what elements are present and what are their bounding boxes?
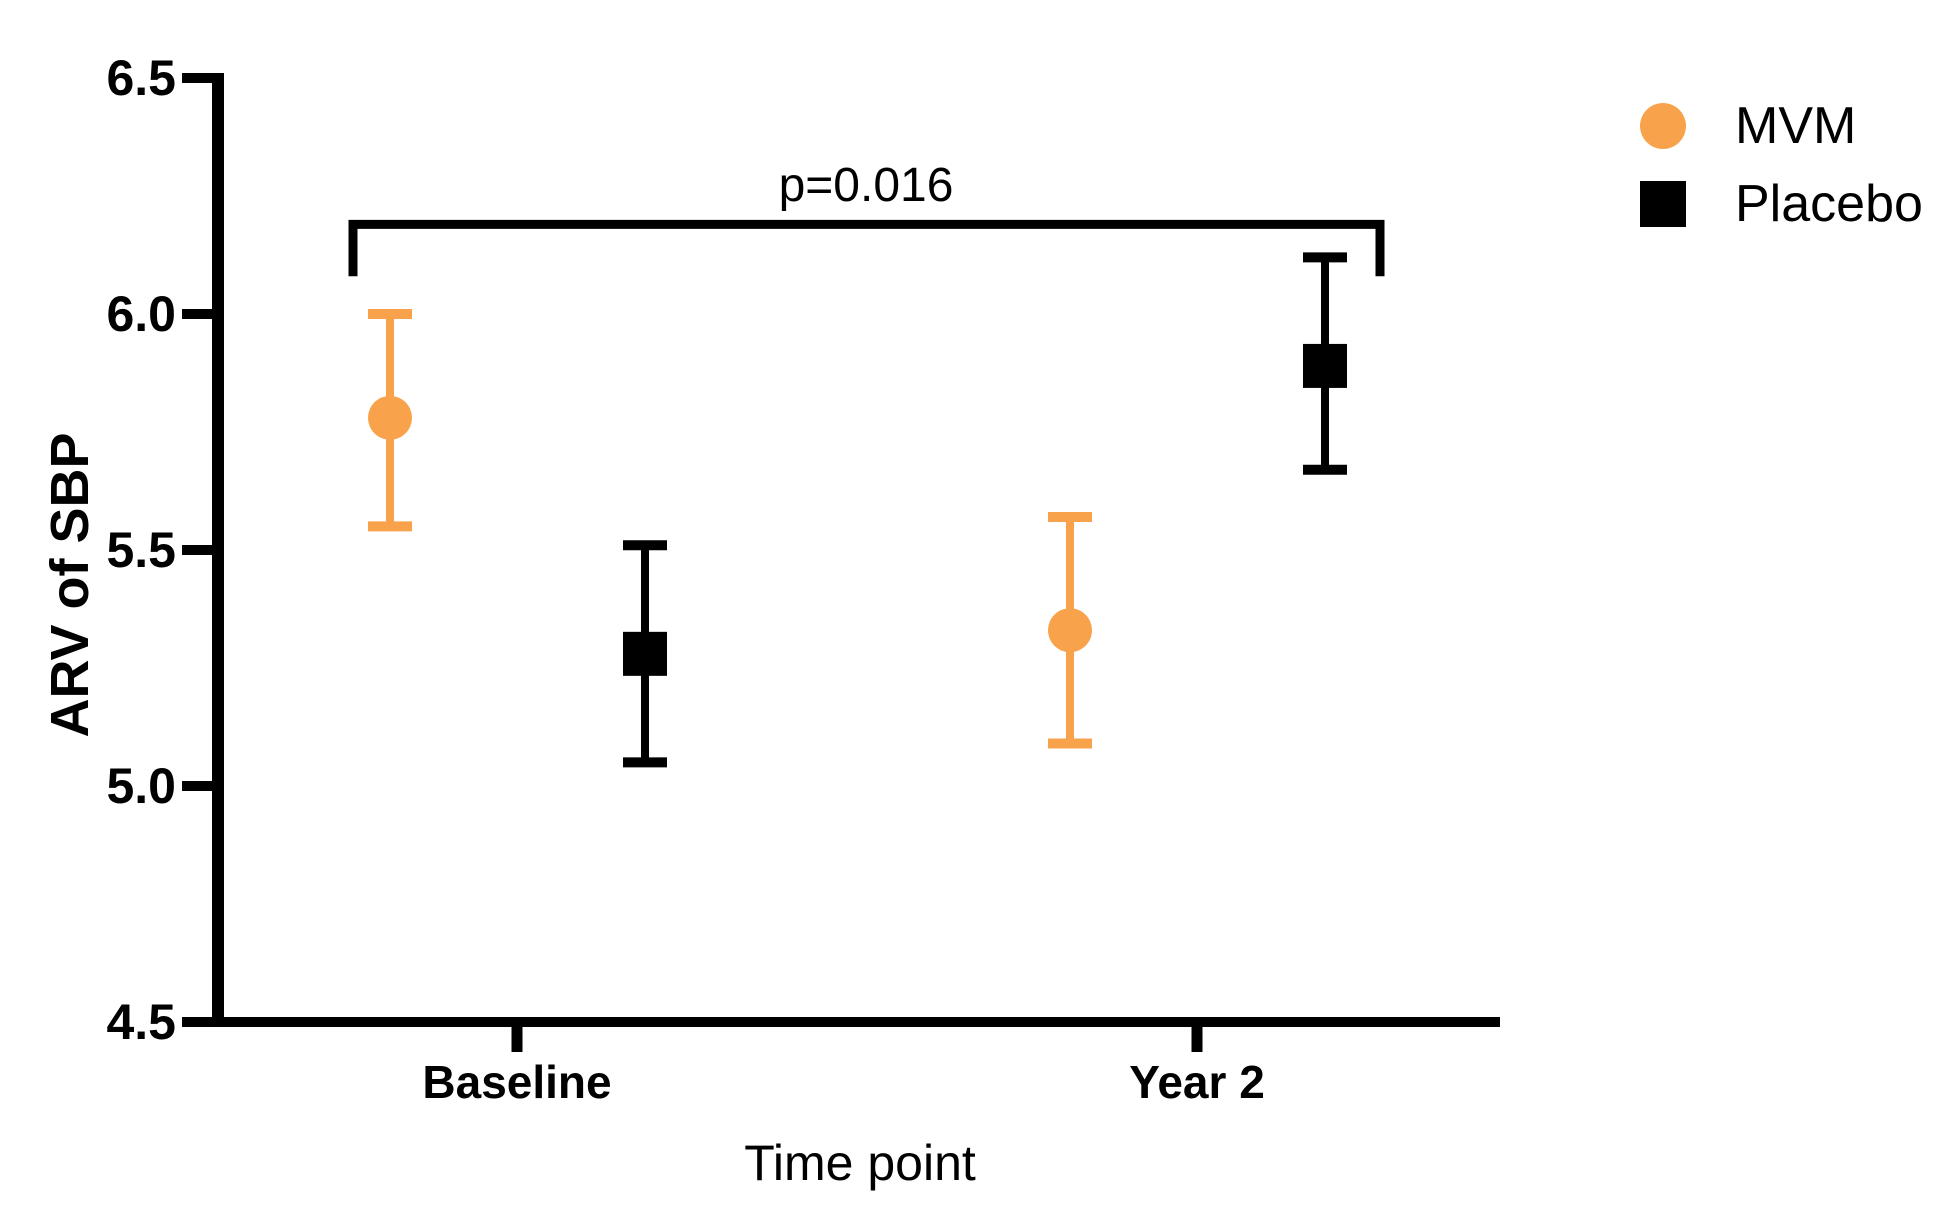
y-tick-label: 6.5: [106, 50, 176, 106]
y-tick-label: 5.5: [106, 522, 176, 578]
p-value-annotation: p=0.016: [778, 159, 954, 212]
data-point-circle: [1048, 608, 1092, 653]
mvm-circle-marker-icon: [1640, 103, 1686, 149]
legend-label-placebo: Placebo: [1735, 175, 1923, 233]
data-point-circle: [368, 395, 412, 440]
legend-item-mvm: MVM: [1640, 97, 1923, 155]
y-axis-title: ARV of SBP: [40, 432, 100, 738]
placebo-square-marker-icon: [1640, 181, 1686, 227]
y-tick-label: 4.5: [106, 994, 176, 1050]
legend-label-mvm: MVM: [1735, 97, 1857, 155]
data-point-square: [1303, 343, 1347, 388]
data-point-square: [623, 631, 667, 676]
legend: MVM Placebo: [1640, 97, 1923, 233]
significance-bracket: [348, 219, 1385, 277]
x-category-label: Baseline: [422, 1056, 611, 1108]
x-axis-title: Time point: [744, 1135, 976, 1191]
y-tick-label: 5.0: [106, 758, 176, 814]
legend-item-placebo: Placebo: [1640, 175, 1923, 233]
y-tick-label: 6.0: [106, 286, 176, 342]
x-category-label: Year 2: [1129, 1056, 1265, 1108]
